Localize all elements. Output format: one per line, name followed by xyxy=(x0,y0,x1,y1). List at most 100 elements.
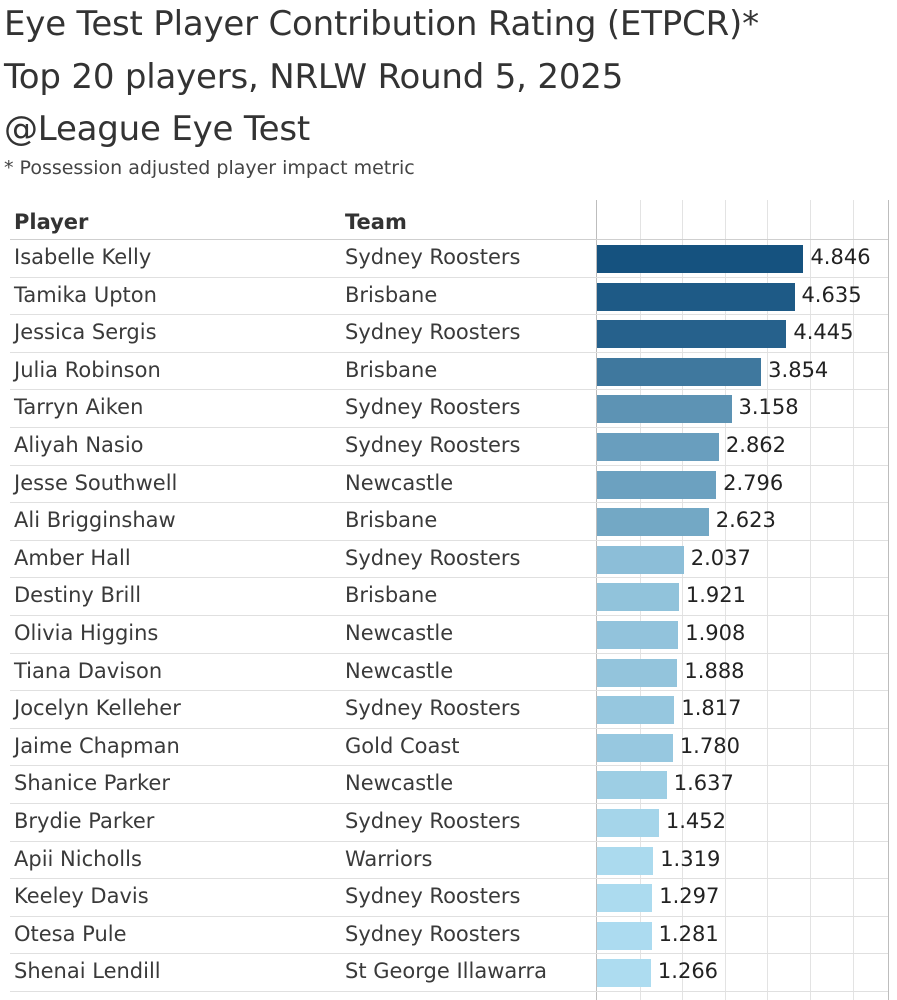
chart-right-border xyxy=(888,200,889,1000)
player-name: Olivia Higgins xyxy=(14,621,159,645)
value-label: 1.266 xyxy=(657,959,719,984)
value-bar[interactable] xyxy=(597,245,804,273)
x-gridline xyxy=(724,200,726,1000)
value-bar[interactable] xyxy=(597,470,717,499)
row-divider xyxy=(10,351,888,353)
value-label: 2.037 xyxy=(690,545,751,570)
table-row[interactable]: Aliyah Nasio Sydney Roosters 2.862 xyxy=(10,428,888,466)
player-name: Julia Robinson xyxy=(14,357,161,382)
team-name: Brisbane xyxy=(345,357,438,382)
team-name: Brisbane xyxy=(345,583,438,608)
row-divider xyxy=(10,577,888,579)
table-row[interactable]: Apii Nicholls Warriors 1.319 xyxy=(10,842,888,880)
table-row[interactable]: Keeley Davis Sydney Roosters 1.297 xyxy=(10,879,888,917)
table-row[interactable]: Shanice Parker Newcastle 1.637 xyxy=(10,766,888,804)
row-divider xyxy=(10,690,888,692)
table-row[interactable]: Tiana Davison Newcastle 1.888 xyxy=(10,654,888,692)
value-label: 1.908 xyxy=(685,621,746,645)
player-name: Amber Hall xyxy=(14,545,131,570)
value-bar[interactable] xyxy=(597,320,787,349)
row-divider xyxy=(10,314,888,316)
row-divider xyxy=(10,652,888,654)
value-bar[interactable] xyxy=(597,658,678,687)
table-row[interactable]: Shenai Lendill St George Illawarra 1.266 xyxy=(10,954,888,992)
value-label: 2.796 xyxy=(723,470,784,495)
team-name: Brisbane xyxy=(345,508,438,533)
player-name: Tamika Upton xyxy=(14,282,157,307)
player-name: Jaime Chapman xyxy=(14,733,180,758)
value-label: 1.637 xyxy=(673,771,734,796)
row-divider xyxy=(10,614,888,616)
table-row[interactable]: Olivia Higgins Newcastle 1.908 xyxy=(10,616,888,654)
value-bar[interactable] xyxy=(597,921,652,950)
row-divider xyxy=(10,539,888,541)
value-bar[interactable] xyxy=(597,433,719,461)
value-bar[interactable] xyxy=(597,696,675,725)
player-name: Tarryn Aiken xyxy=(14,395,144,420)
team-name: Gold Coast xyxy=(345,733,460,758)
table-row[interactable]: Tarryn Aiken Sydney Roosters 3.158 xyxy=(10,390,888,428)
value-bar[interactable] xyxy=(597,545,684,574)
table-row[interactable]: Jaime Chapman Gold Coast 1.780 xyxy=(10,729,888,767)
table-row[interactable]: Otesa Pule Sydney Roosters 1.281 xyxy=(10,917,888,955)
team-name: Sydney Roosters xyxy=(345,545,521,570)
value-label: 4.635 xyxy=(801,282,862,307)
team-name: St George Illawarra xyxy=(345,959,548,984)
team-name: Sydney Roosters xyxy=(345,696,521,721)
value-label: 1.780 xyxy=(679,733,740,758)
value-bar[interactable] xyxy=(597,884,653,913)
value-bar[interactable] xyxy=(597,959,651,988)
player-name: Ali Brigginshaw xyxy=(14,508,176,533)
row-divider xyxy=(10,840,888,842)
value-label: 1.319 xyxy=(660,846,721,871)
table-row[interactable]: Amber Hall Sydney Roosters 2.037 xyxy=(10,541,888,579)
row-divider xyxy=(10,502,888,504)
x-gridline xyxy=(810,200,811,1000)
player-name: Brydie Parker xyxy=(14,809,155,833)
chart-title-line-3: @League Eye Test xyxy=(4,109,311,149)
table-row[interactable]: Isabelle Kelly Sydney Roosters 4.846 xyxy=(10,240,888,278)
table-row[interactable]: Brydie Parker Sydney Roosters 1.452 xyxy=(10,804,888,842)
table-row[interactable]: Julia Robinson Brisbane 3.854 xyxy=(10,353,888,391)
value-bar[interactable] xyxy=(597,583,679,612)
player-name: Jessica Sergis xyxy=(14,320,157,345)
value-bar[interactable] xyxy=(597,508,709,537)
team-name: Sydney Roosters xyxy=(345,921,521,946)
team-name: Newcastle xyxy=(345,771,454,796)
row-divider xyxy=(10,276,888,278)
x-gridline xyxy=(852,200,854,1000)
value-label: 3.158 xyxy=(738,395,799,420)
value-bar[interactable] xyxy=(597,282,795,311)
value-bar[interactable] xyxy=(597,621,679,649)
table-row[interactable]: Jocelyn Kelleher Sydney Roosters 1.817 xyxy=(10,691,888,729)
row-divider xyxy=(10,802,888,804)
team-name: Sydney Roosters xyxy=(345,395,521,420)
table-row[interactable]: Ali Brigginshaw Brisbane 2.623 xyxy=(10,503,888,541)
table-row[interactable]: Jessica Sergis Sydney Roosters 4.445 xyxy=(10,315,888,353)
table-row[interactable]: Destiny Brill Brisbane 1.921 xyxy=(10,578,888,616)
value-bar[interactable] xyxy=(597,809,659,837)
player-name: Shanice Parker xyxy=(14,771,170,796)
value-label: 1.452 xyxy=(665,809,726,833)
row-divider xyxy=(10,953,888,955)
value-bar[interactable] xyxy=(597,733,673,762)
column-header-team[interactable]: Team xyxy=(345,210,407,234)
row-divider xyxy=(10,727,888,729)
value-bar[interactable] xyxy=(597,357,762,386)
value-bar[interactable] xyxy=(597,771,667,800)
value-label: 1.281 xyxy=(658,921,719,946)
table-row[interactable]: Tamika Upton Brisbane 4.635 xyxy=(10,278,888,316)
player-name: Otesa Pule xyxy=(14,921,127,946)
team-name: Newcastle xyxy=(345,658,454,683)
x-gridline xyxy=(682,200,684,1000)
player-name: Shenai Lendill xyxy=(14,959,161,984)
value-bar[interactable] xyxy=(597,395,732,424)
value-label: 1.297 xyxy=(659,884,720,909)
table-row[interactable]: Jesse Southwell Newcastle 2.796 xyxy=(10,466,888,504)
row-divider xyxy=(10,915,888,917)
value-bar[interactable] xyxy=(597,846,654,875)
column-header-player[interactable]: Player xyxy=(14,210,89,234)
row-divider xyxy=(10,990,888,992)
player-name: Keeley Davis xyxy=(14,884,149,909)
chart-subtitle: * Possession adjusted player impact metr… xyxy=(4,157,415,179)
